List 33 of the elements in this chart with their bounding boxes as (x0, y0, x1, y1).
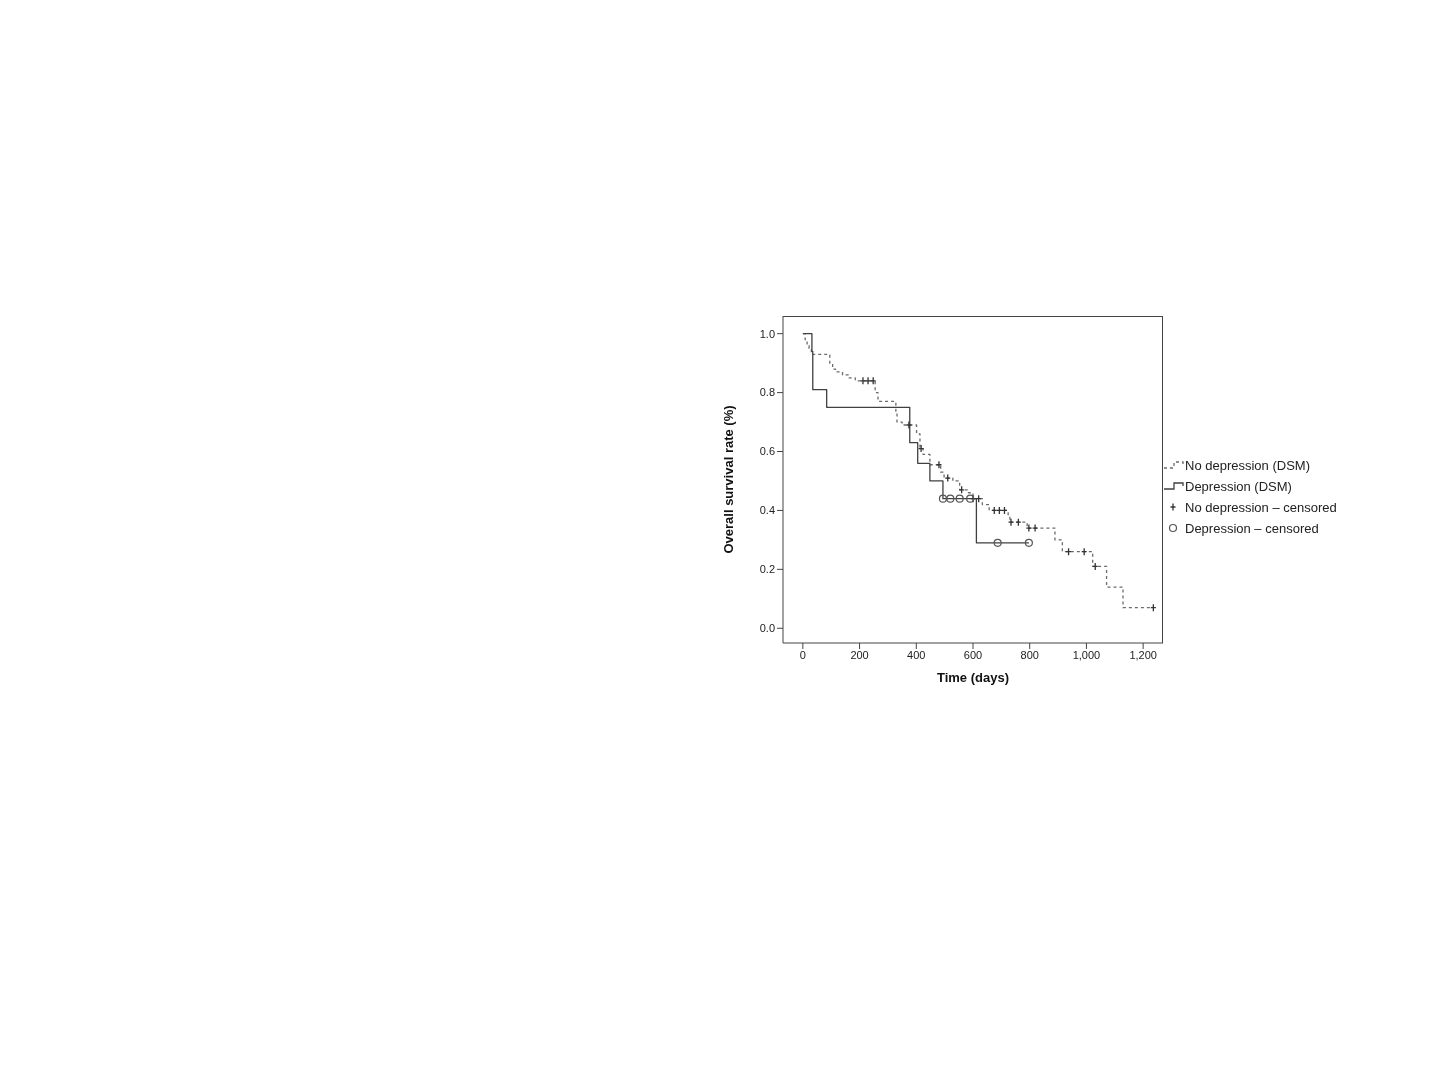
point (955, 494, 964, 503)
point (938, 494, 948, 503)
x-tick-label: 1,200 (1129, 648, 1157, 661)
y-tick-label: 0.8 (759, 386, 775, 399)
point (1031, 523, 1039, 533)
point (859, 376, 867, 385)
point (993, 538, 1002, 547)
point (917, 444, 925, 453)
x-tick-label: 600 (963, 648, 983, 661)
legend-label: Depression – censored (1185, 520, 1319, 536)
y-tick-label: 0.6 (759, 445, 775, 458)
point (946, 494, 955, 503)
point (905, 420, 913, 430)
legend-label: No depression – censored (1185, 499, 1337, 515)
point (944, 473, 951, 483)
y-tick-label: 0.4 (759, 504, 775, 517)
y-tick-label: 0.0 (759, 622, 775, 635)
point (1007, 518, 1015, 527)
legend-label: No depression (DSM) (1185, 457, 1310, 473)
point (935, 460, 943, 469)
y-tick-label: 0.2 (759, 563, 775, 576)
point (864, 376, 872, 385)
x-tick-label: 200 (850, 648, 869, 661)
x-tick-label: 400 (907, 648, 926, 661)
x-tick-label: 1,000 (1072, 648, 1101, 661)
legend-label: Depression (DSM) (1185, 478, 1292, 494)
point (1024, 538, 1033, 547)
x-axis-title: Time (days) (936, 670, 1010, 685)
point (1025, 523, 1033, 533)
x-tick-label: 800 (1020, 648, 1039, 661)
y-axis-title: Overall survival rate (%) (720, 405, 736, 554)
x-tick-label: 0 (799, 648, 806, 661)
y-tick-label: 1.0 (759, 327, 775, 340)
